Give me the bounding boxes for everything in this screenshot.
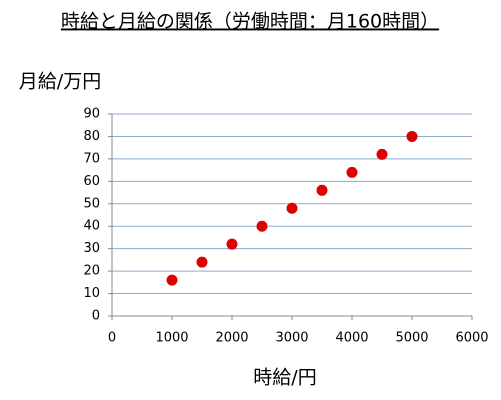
point xyxy=(256,220,268,232)
y-tick-label: 20 xyxy=(83,264,100,279)
y-tick-label: 30 xyxy=(83,241,100,256)
y-tick-label: 70 xyxy=(83,151,100,166)
y-tick-label: 0 xyxy=(92,309,100,324)
chart-title: 時給と月給の関係（労働時間：月160時間） xyxy=(61,11,439,33)
x-tick-label: 4000 xyxy=(335,331,368,346)
x-tick-label: 1000 xyxy=(155,331,188,346)
point xyxy=(376,148,388,160)
x-tick-label: 5000 xyxy=(395,331,428,346)
point xyxy=(316,184,328,196)
point xyxy=(286,202,298,214)
x-tick-label: 6000 xyxy=(455,331,488,346)
y-tick-label: 50 xyxy=(83,196,100,211)
y-tick-label: 80 xyxy=(83,129,100,144)
y-tick-label: 10 xyxy=(83,286,100,301)
x-tick-label: 0 xyxy=(108,331,116,346)
x-tick-label: 2000 xyxy=(215,331,248,346)
y-tick-label: 60 xyxy=(83,174,100,189)
x-tick-label: 3000 xyxy=(275,331,308,346)
point xyxy=(166,274,178,286)
x-axis-label: 時給/円 xyxy=(253,367,316,389)
y-tick-label: 90 xyxy=(83,107,100,122)
point xyxy=(226,238,238,250)
point xyxy=(196,256,208,268)
point xyxy=(346,166,358,178)
point xyxy=(406,130,418,142)
y-tick-label: 40 xyxy=(83,219,100,234)
y-axis-label: 月給/万円 xyxy=(19,71,101,93)
